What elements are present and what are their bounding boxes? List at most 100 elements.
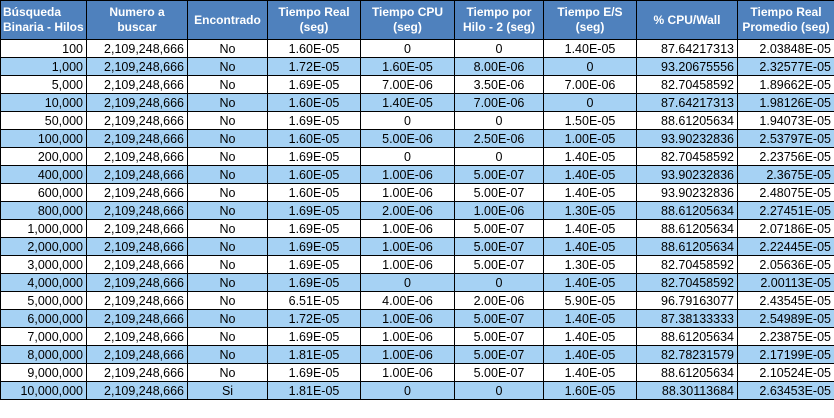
cell-tiempo-es[interactable]: 1.40E-05	[543, 165, 637, 184]
cell-encontrado[interactable]: No	[187, 201, 268, 220]
cell-tiempo-real-promedio[interactable]: 2.32577E-05	[737, 57, 834, 76]
cell-encontrado[interactable]: No	[187, 273, 268, 292]
cell-busqueda-hilos[interactable]: 3,000,000	[0, 255, 87, 274]
cell-tiempo-real[interactable]: 1.69E-05	[267, 363, 361, 382]
cell-numero-a-buscar[interactable]: 2,109,248,666	[86, 201, 188, 220]
cell-tiempo-cpu[interactable]: 1.00E-06	[360, 309, 455, 328]
cell-cpu-wall[interactable]: 96.79163077	[636, 291, 738, 310]
cell-tiempo-es[interactable]: 1.00E-05	[543, 129, 637, 148]
cell-tiempo-cpu[interactable]: 0	[360, 273, 455, 292]
cell-encontrado[interactable]: No	[187, 291, 268, 310]
cell-busqueda-hilos[interactable]: 1,000,000	[0, 219, 87, 238]
cell-tiempo-es[interactable]: 1.40E-05	[543, 39, 637, 58]
cell-tiempo-es[interactable]: 7.00E-06	[543, 75, 637, 94]
cell-cpu-wall[interactable]: 82.70458592	[636, 273, 738, 292]
cell-busqueda-hilos[interactable]: 5,000	[0, 75, 87, 94]
cell-busqueda-hilos[interactable]: 9,000,000	[0, 363, 87, 382]
cell-numero-a-buscar[interactable]: 2,109,248,666	[86, 237, 188, 256]
cell-tiempo-cpu[interactable]: 1.00E-06	[360, 219, 455, 238]
cell-tiempo-cpu[interactable]: 5.00E-06	[360, 129, 455, 148]
cell-tiempo-real-promedio[interactable]: 2.48075E-05	[737, 183, 834, 202]
cell-tiempo-es[interactable]: 1.40E-05	[543, 327, 637, 346]
cell-tiempo-por-hilo[interactable]: 5.00E-07	[454, 183, 544, 202]
cell-tiempo-es[interactable]: 1.40E-05	[543, 309, 637, 328]
cell-numero-a-buscar[interactable]: 2,109,248,666	[86, 291, 188, 310]
cell-encontrado[interactable]: No	[187, 345, 268, 364]
cell-cpu-wall[interactable]: 82.70458592	[636, 75, 738, 94]
cell-encontrado[interactable]: Si	[187, 381, 268, 400]
cell-tiempo-cpu[interactable]: 4.00E-06	[360, 291, 455, 310]
cell-busqueda-hilos[interactable]: 10,000,000	[0, 381, 87, 400]
cell-tiempo-es[interactable]: 1.40E-05	[543, 273, 637, 292]
cell-busqueda-hilos[interactable]: 800,000	[0, 201, 87, 220]
cell-encontrado[interactable]: No	[187, 255, 268, 274]
cell-tiempo-real[interactable]: 1.60E-05	[267, 39, 361, 58]
cell-tiempo-real[interactable]: 1.69E-05	[267, 111, 361, 130]
cell-cpu-wall[interactable]: 93.20675556	[636, 57, 738, 76]
cell-numero-a-buscar[interactable]: 2,109,248,666	[86, 381, 188, 400]
cell-tiempo-por-hilo[interactable]: 7.00E-06	[454, 93, 544, 112]
cell-busqueda-hilos[interactable]: 600,000	[0, 183, 87, 202]
cell-tiempo-cpu[interactable]: 0	[360, 111, 455, 130]
cell-tiempo-real[interactable]: 1.81E-05	[267, 345, 361, 364]
cell-tiempo-por-hilo[interactable]: 0	[454, 273, 544, 292]
cell-tiempo-es[interactable]: 1.40E-05	[543, 345, 637, 364]
cell-tiempo-por-hilo[interactable]: 8.00E-06	[454, 57, 544, 76]
cell-tiempo-cpu[interactable]: 0	[360, 381, 455, 400]
cell-busqueda-hilos[interactable]: 6,000,000	[0, 309, 87, 328]
cell-cpu-wall[interactable]: 82.78231579	[636, 345, 738, 364]
cell-encontrado[interactable]: No	[187, 75, 268, 94]
cell-tiempo-por-hilo[interactable]: 5.00E-07	[454, 363, 544, 382]
cell-numero-a-buscar[interactable]: 2,109,248,666	[86, 75, 188, 94]
cell-tiempo-por-hilo[interactable]: 5.00E-07	[454, 219, 544, 238]
cell-tiempo-cpu[interactable]: 1.00E-06	[360, 183, 455, 202]
cell-encontrado[interactable]: No	[187, 183, 268, 202]
cell-tiempo-real[interactable]: 1.69E-05	[267, 237, 361, 256]
cell-encontrado[interactable]: No	[187, 309, 268, 328]
cell-tiempo-por-hilo[interactable]: 0	[454, 147, 544, 166]
cell-cpu-wall[interactable]: 88.61205634	[636, 201, 738, 220]
cell-numero-a-buscar[interactable]: 2,109,248,666	[86, 219, 188, 238]
cell-encontrado[interactable]: No	[187, 111, 268, 130]
cell-tiempo-por-hilo[interactable]: 1.00E-06	[454, 201, 544, 220]
cell-tiempo-es[interactable]: 1.50E-05	[543, 111, 637, 130]
cell-cpu-wall[interactable]: 88.61205634	[636, 237, 738, 256]
cell-tiempo-real-promedio[interactable]: 2.00113E-05	[737, 273, 834, 292]
cell-tiempo-es[interactable]: 0	[543, 93, 637, 112]
cell-encontrado[interactable]: No	[187, 219, 268, 238]
cell-numero-a-buscar[interactable]: 2,109,248,666	[86, 93, 188, 112]
cell-tiempo-real-promedio[interactable]: 2.3675E-05	[737, 165, 834, 184]
cell-numero-a-buscar[interactable]: 2,109,248,666	[86, 273, 188, 292]
cell-cpu-wall[interactable]: 88.61205634	[636, 327, 738, 346]
cell-numero-a-buscar[interactable]: 2,109,248,666	[86, 309, 188, 328]
cell-tiempo-real-promedio[interactable]: 2.23875E-05	[737, 327, 834, 346]
cell-tiempo-es[interactable]: 1.30E-05	[543, 255, 637, 274]
cell-encontrado[interactable]: No	[187, 327, 268, 346]
cell-encontrado[interactable]: No	[187, 129, 268, 148]
cell-numero-a-buscar[interactable]: 2,109,248,666	[86, 183, 188, 202]
cell-tiempo-real-promedio[interactable]: 1.98126E-05	[737, 93, 834, 112]
cell-busqueda-hilos[interactable]: 100	[0, 39, 87, 58]
cell-encontrado[interactable]: No	[187, 237, 268, 256]
cell-numero-a-buscar[interactable]: 2,109,248,666	[86, 255, 188, 274]
cell-tiempo-por-hilo[interactable]: 2.00E-06	[454, 291, 544, 310]
cell-tiempo-cpu[interactable]: 1.00E-06	[360, 327, 455, 346]
cell-tiempo-por-hilo[interactable]: 5.00E-07	[454, 255, 544, 274]
cell-tiempo-real-promedio[interactable]: 1.89662E-05	[737, 75, 834, 94]
cell-tiempo-por-hilo[interactable]: 5.00E-07	[454, 345, 544, 364]
cell-tiempo-por-hilo[interactable]: 0	[454, 381, 544, 400]
cell-tiempo-cpu[interactable]: 0	[360, 39, 455, 58]
cell-cpu-wall[interactable]: 87.38133333	[636, 309, 738, 328]
cell-tiempo-real-promedio[interactable]: 2.10524E-05	[737, 363, 834, 382]
cell-tiempo-real[interactable]: 1.69E-05	[267, 147, 361, 166]
cell-cpu-wall[interactable]: 93.90232836	[636, 183, 738, 202]
cell-tiempo-real[interactable]: 1.69E-05	[267, 75, 361, 94]
cell-cpu-wall[interactable]: 88.30113684	[636, 381, 738, 400]
cell-tiempo-por-hilo[interactable]: 3.50E-06	[454, 75, 544, 94]
cell-busqueda-hilos[interactable]: 1,000	[0, 57, 87, 76]
cell-tiempo-real-promedio[interactable]: 2.63453E-05	[737, 381, 834, 400]
cell-busqueda-hilos[interactable]: 8,000,000	[0, 345, 87, 364]
cell-encontrado[interactable]: No	[187, 363, 268, 382]
cell-tiempo-real-promedio[interactable]: 2.54989E-05	[737, 309, 834, 328]
cell-numero-a-buscar[interactable]: 2,109,248,666	[86, 345, 188, 364]
